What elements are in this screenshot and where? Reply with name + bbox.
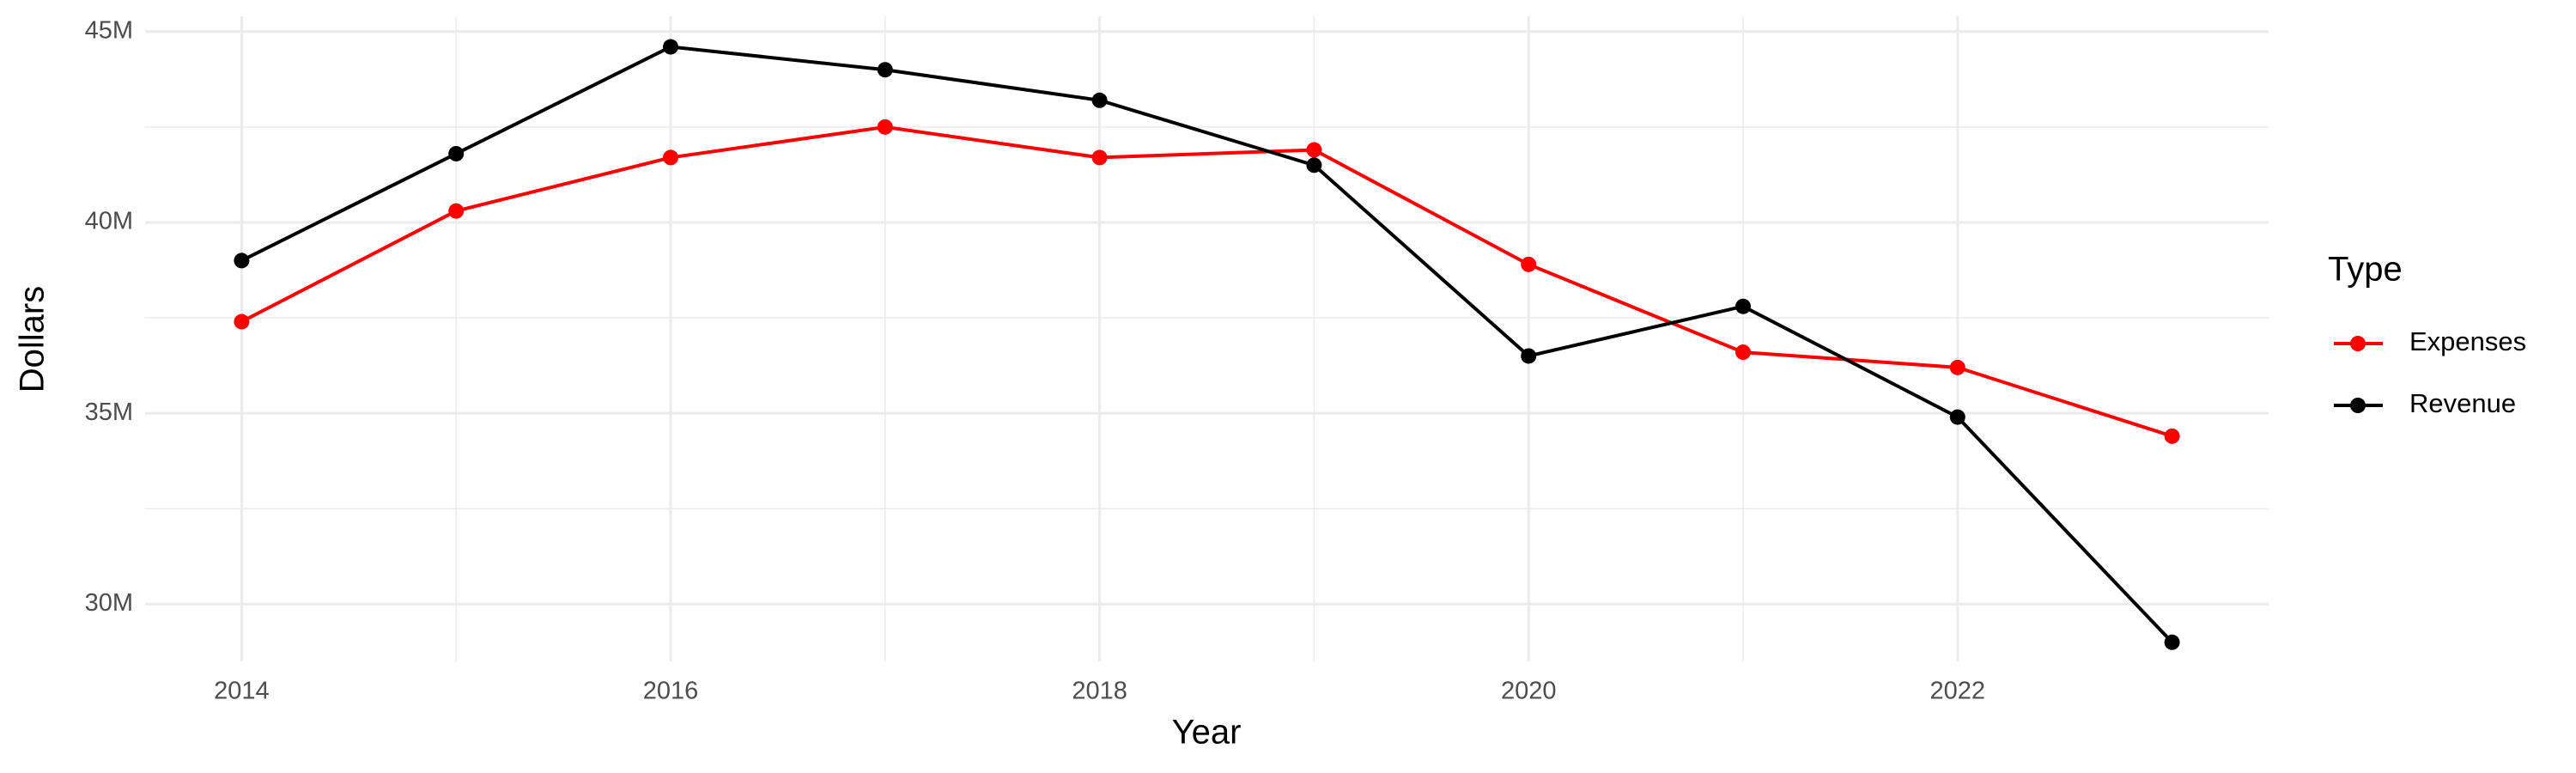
data-point	[1306, 142, 1322, 158]
data-point	[1735, 298, 1751, 314]
data-point	[1949, 359, 1965, 375]
legend-marker	[2350, 336, 2366, 351]
y-tick-label: 40M	[85, 208, 133, 235]
grid	[145, 16, 2269, 661]
data-point	[234, 253, 250, 269]
x-tick-label: 2020	[1501, 678, 1557, 705]
y-tick-label: 35M	[85, 399, 133, 426]
data-point	[1091, 149, 1108, 166]
x-tick-label: 2022	[1930, 678, 1986, 705]
data-point	[448, 203, 465, 219]
x-axis-title: Year	[1172, 714, 1242, 752]
y-axis-title: Dollars	[14, 286, 52, 393]
legend-marker	[2350, 398, 2366, 413]
y-tick-label: 30M	[85, 589, 133, 617]
x-tick-label: 2014	[214, 678, 270, 705]
data-point	[663, 39, 679, 55]
data-point	[1521, 256, 1537, 272]
data-point	[1735, 344, 1751, 361]
data-point	[2164, 634, 2180, 650]
x-tick-label: 2018	[1072, 678, 1127, 705]
legend: Expenses Revenue	[2334, 326, 2526, 418]
plot-area	[234, 39, 2180, 650]
data-point	[877, 62, 893, 78]
data-point	[1949, 409, 1965, 425]
data-point	[448, 145, 465, 161]
data-point	[877, 119, 893, 135]
legend-label: Revenue	[2409, 388, 2516, 418]
legend-title: Type	[2328, 251, 2403, 289]
series-line	[240, 45, 2174, 644]
data-point	[1306, 157, 1322, 173]
data-point	[2164, 428, 2180, 444]
data-point	[1091, 92, 1108, 108]
data-point	[234, 313, 250, 330]
data-point	[663, 149, 679, 166]
legend-label: Expenses	[2409, 326, 2526, 356]
x-tick-label: 2016	[643, 678, 699, 705]
series-line	[240, 125, 2173, 438]
data-point	[1521, 348, 1537, 364]
y-tick-label: 45M	[85, 16, 133, 44]
